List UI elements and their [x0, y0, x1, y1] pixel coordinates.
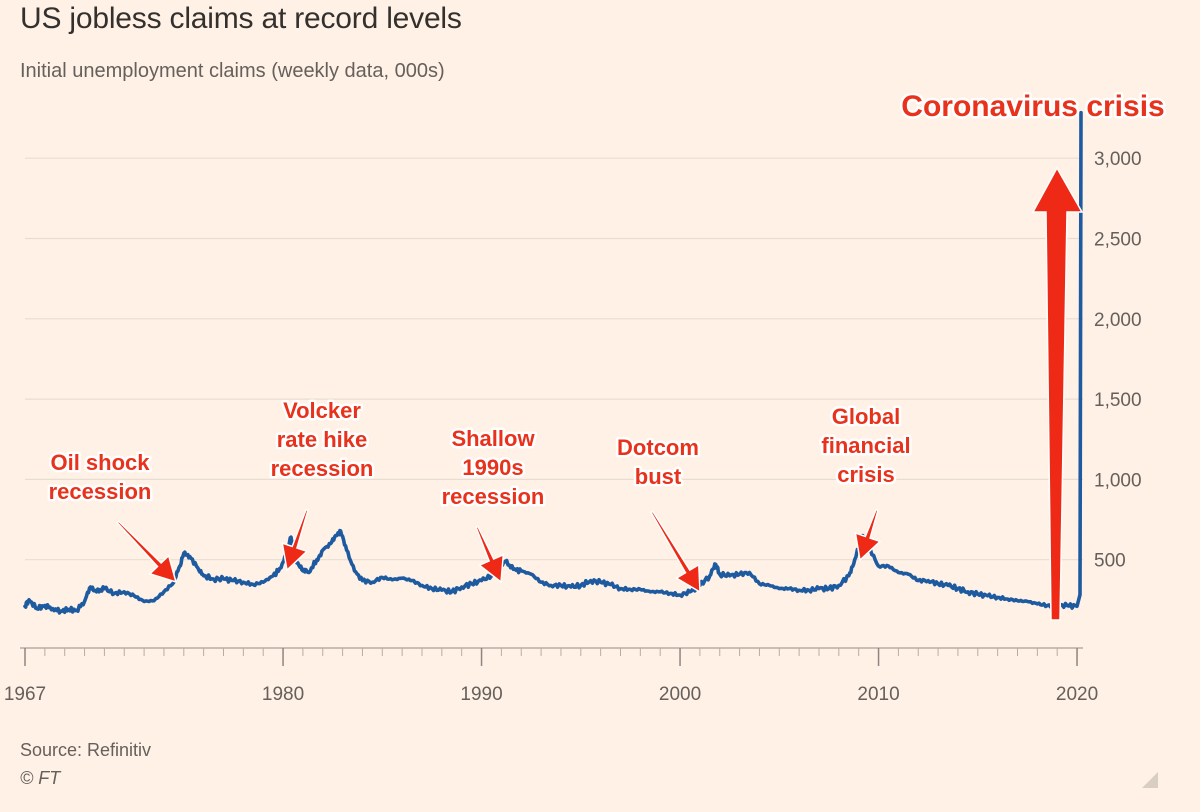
- annotation-label: Coronavirus crisis: [901, 90, 1164, 123]
- dotcom-arrow: [650, 510, 701, 594]
- y-tick-label: 500: [1094, 551, 1126, 572]
- global-financial-arrow: [854, 508, 882, 562]
- annotation-label: Shallow 1990s recession: [442, 426, 545, 509]
- oil-shock-arrow: [116, 520, 178, 584]
- coronavirus-arrow: [1031, 166, 1084, 621]
- x-tick-label: 2020: [1056, 684, 1098, 705]
- y-tick-label: 2,000: [1094, 310, 1142, 331]
- annotation-label: Dotcom bust: [617, 435, 699, 489]
- grid-lines: [25, 157, 1083, 561]
- y-tick-label: 1,000: [1094, 470, 1142, 491]
- y-tick-label: 2,500: [1094, 229, 1142, 250]
- annotation-labels: Oil shock recession Volcker rate hike recess…: [46, 88, 1167, 512]
- chart-subtitle: Initial unemployment claims (weekly data…: [20, 60, 445, 82]
- chart-title: US jobless claims at record levels: [20, 2, 462, 35]
- x-tick-label: 2010: [857, 684, 899, 705]
- x-axis: 1967 1980 1990 2000 2010 2020: [4, 647, 1098, 705]
- volcker-arrow: [281, 508, 309, 572]
- shallow-1990s-arrow: [475, 525, 505, 584]
- resize-corner-icon: [1142, 772, 1158, 788]
- y-tick-label: 3,000: [1094, 149, 1142, 170]
- source-note: Source: Refinitiv: [20, 740, 152, 760]
- claims-series-line: [23, 110, 1083, 615]
- x-tick-label: 1967: [4, 684, 46, 705]
- x-tick-label: 1980: [262, 684, 304, 705]
- annotation-label: Global financial crisis: [821, 404, 910, 487]
- annotation-label: Volcker rate hike recession: [271, 398, 374, 481]
- annotation-label: Oil shock recession: [49, 450, 152, 504]
- y-axis: 500 1,000 1,500 2,000 2,500 3,000: [1094, 149, 1142, 572]
- annotation-arrows: [116, 166, 1084, 621]
- x-tick-label: 1990: [460, 684, 502, 705]
- y-tick-label: 1,500: [1094, 390, 1142, 411]
- copyright-note: © FT: [20, 768, 61, 788]
- x-tick-label: 2000: [659, 684, 701, 705]
- series-layer: [23, 110, 1083, 615]
